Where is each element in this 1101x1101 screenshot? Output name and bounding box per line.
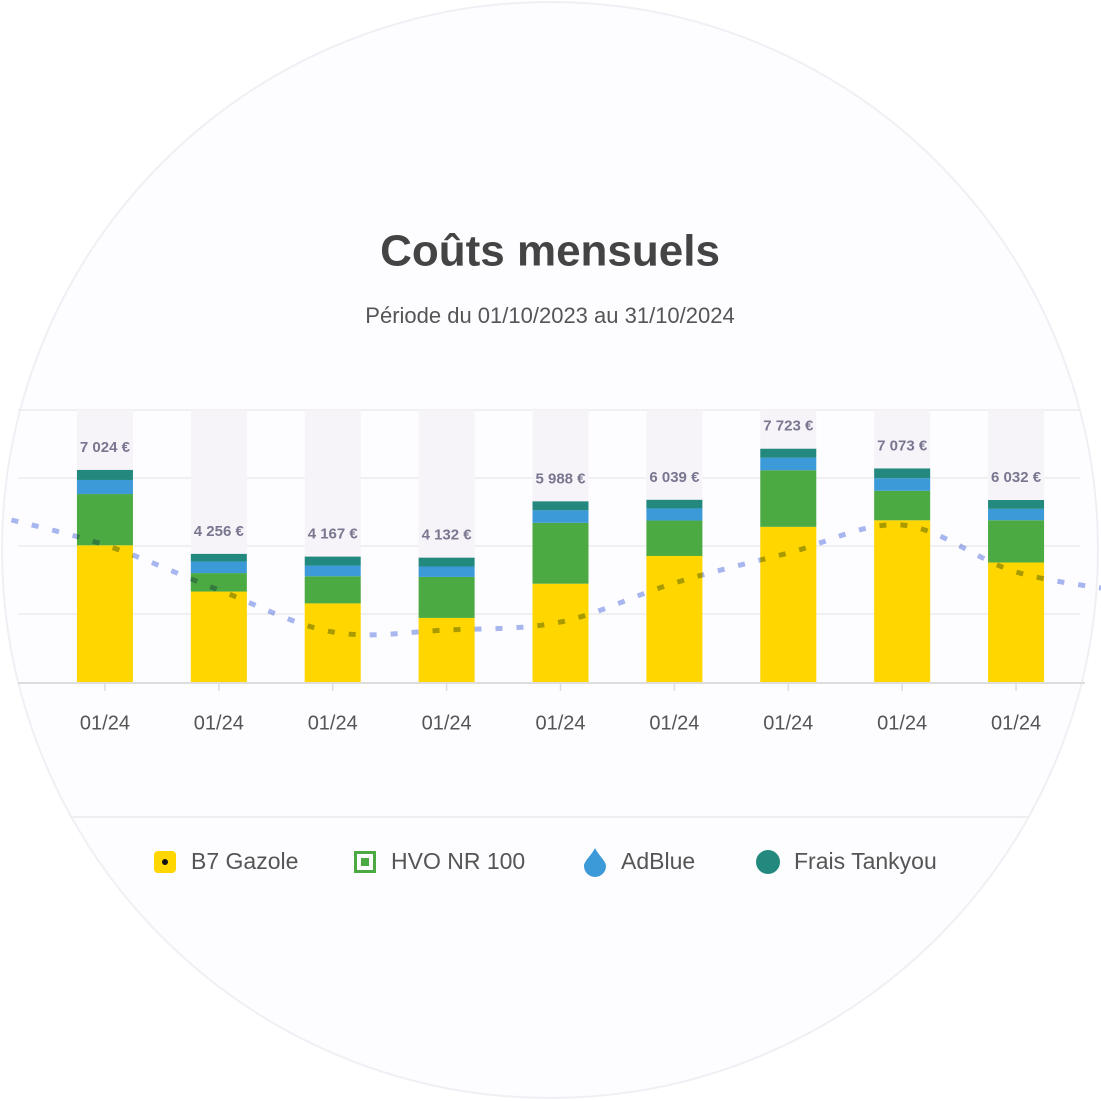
bar-segment xyxy=(532,583,589,683)
bar-segment xyxy=(76,479,133,495)
bar-segment xyxy=(304,556,361,566)
bar-segment xyxy=(646,499,703,509)
x-tick-label: 01/24 xyxy=(80,712,130,734)
chart-title: Coûts mensuels xyxy=(380,227,720,276)
legend-marker xyxy=(584,848,606,877)
bar-segment xyxy=(532,501,589,511)
total-label: 4 132 € xyxy=(422,527,473,544)
legend-item: B7 Gazole xyxy=(154,848,298,874)
bar-segment xyxy=(988,508,1045,521)
bar-segment xyxy=(646,520,703,556)
legend-marker-inner xyxy=(361,858,369,866)
bar-segment xyxy=(874,520,931,683)
bar-segment xyxy=(76,545,133,683)
legend-marker xyxy=(756,850,780,874)
total-label: 6 032 € xyxy=(991,469,1042,486)
bar-segment xyxy=(76,469,133,480)
bar-segment xyxy=(190,561,247,574)
bar-segment xyxy=(304,603,361,683)
total-label: 7 723 € xyxy=(763,418,814,435)
x-tick-label: 01/24 xyxy=(649,712,699,734)
total-label: 4 256 € xyxy=(194,523,245,540)
legend-item: HVO NR 100 xyxy=(354,848,525,874)
x-tick-label: 01/24 xyxy=(308,712,358,734)
legend-item: AdBlue xyxy=(584,848,695,877)
legend-label: B7 Gazole xyxy=(191,848,298,874)
chart-subtitle: Période du 01/10/2023 au 31/10/2024 xyxy=(365,303,734,328)
legend-label: Frais Tankyou xyxy=(794,848,937,874)
bar-segment xyxy=(874,468,931,479)
total-label: 7 024 € xyxy=(80,439,131,456)
bar-segment xyxy=(76,494,133,546)
bar-segment xyxy=(190,553,247,562)
legend-label: AdBlue xyxy=(621,848,695,874)
bar-segment xyxy=(988,562,1045,683)
total-label: 4 167 € xyxy=(308,526,359,543)
bar-segment xyxy=(190,591,247,683)
legend-label: HVO NR 100 xyxy=(391,848,525,874)
x-tick-label: 01/24 xyxy=(763,712,813,734)
bar-segment xyxy=(874,478,931,491)
total-label: 5 988 € xyxy=(535,470,586,487)
total-label: 7 073 € xyxy=(877,437,928,454)
bar-segment xyxy=(418,566,475,577)
x-tick-label: 01/24 xyxy=(991,712,1041,734)
trend-line xyxy=(0,514,1101,638)
bar-segment xyxy=(418,576,475,618)
bar-segment xyxy=(646,508,703,521)
bar-segment xyxy=(418,557,475,567)
bar-segment xyxy=(532,522,589,584)
bar-segment xyxy=(988,520,1045,563)
x-tick-label: 01/24 xyxy=(535,712,585,734)
bar-segment xyxy=(190,573,247,592)
bar-segment xyxy=(532,510,589,523)
bar-segment xyxy=(760,526,817,683)
bar-segment xyxy=(874,490,931,521)
bar-segment xyxy=(988,500,1045,509)
bar-segment xyxy=(646,555,703,683)
bar-segment xyxy=(418,617,475,683)
legend-marker-dot xyxy=(162,859,168,865)
x-tick-label: 01/24 xyxy=(877,712,927,734)
x-tick-label: 01/24 xyxy=(194,712,244,734)
bar-segment xyxy=(304,576,361,604)
bar-segment xyxy=(760,457,817,471)
legend-item: Frais Tankyou xyxy=(756,848,937,874)
bar-segment xyxy=(304,565,361,577)
bar-segment xyxy=(760,448,817,458)
x-tick-label: 01/24 xyxy=(422,712,472,734)
total-label: 6 039 € xyxy=(649,469,700,486)
legend-marker xyxy=(354,851,376,873)
bar-segment xyxy=(760,470,817,527)
